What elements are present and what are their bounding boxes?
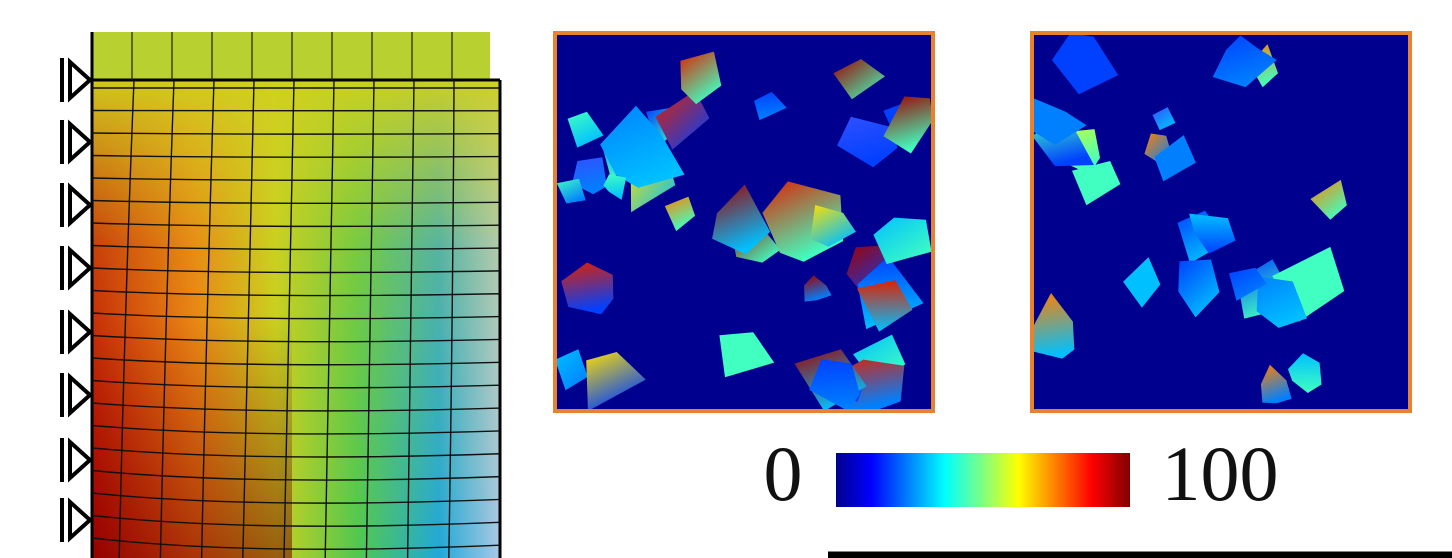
deformed-mesh-panel [92,32,500,558]
colorbar-min-label: 0 [764,430,803,517]
maps [555,33,1410,411]
support-triangle [70,187,90,223]
top-strip [92,32,490,82]
support-triangle [70,314,90,350]
support-triangle [70,250,90,286]
colorbar-max-label: 100 [1162,430,1279,517]
figure: 0 100 [0,0,1452,558]
support-triangle [70,124,90,160]
support-triangle [70,62,90,98]
support-triangle [70,502,90,538]
colorbar [836,453,1130,507]
mesh-line [92,111,500,112]
support-triangle [70,377,90,413]
support-triangle [70,442,90,478]
page: 0 100 (() => { const data = JSON.parse(d… [0,0,1452,558]
field-shade [92,80,292,558]
